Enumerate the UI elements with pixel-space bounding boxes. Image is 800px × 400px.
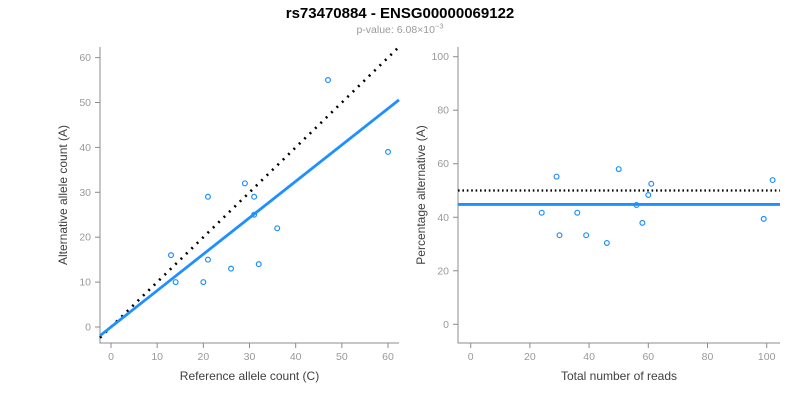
- y-tick-label: 40: [437, 212, 449, 224]
- x-tick-label: 0: [468, 351, 474, 363]
- p-value-mantissa: 6.08: [396, 24, 418, 36]
- y-tick-label: 30: [79, 187, 91, 199]
- y-tick-label: 50: [79, 97, 91, 109]
- data-point: [633, 201, 640, 208]
- right-scatter-plot: 0 20 40 60 80 100 0 20 40 60 80 100 Total number of …: [414, 47, 780, 383]
- y-tick-label: 60: [437, 158, 449, 170]
- data-point: [385, 148, 392, 155]
- times-symbol: ×: [417, 24, 424, 36]
- data-point: [603, 239, 610, 246]
- data-point: [556, 232, 563, 239]
- y-tick-label: 60: [79, 52, 91, 64]
- data-point: [769, 177, 776, 184]
- x-tick-label: 20: [197, 351, 209, 363]
- data-point: [255, 261, 262, 268]
- x-tick-label: 0: [108, 351, 114, 363]
- x-tick-label: 100: [758, 351, 776, 363]
- data-point: [204, 256, 211, 263]
- data-point: [204, 193, 211, 200]
- x-axis-title: Reference allele count (C): [180, 369, 319, 383]
- data-point: [228, 265, 235, 272]
- x-tick-label: 40: [290, 351, 302, 363]
- data-point: [172, 279, 179, 286]
- x-tick-label: 20: [524, 351, 536, 363]
- p-value-label: p-value:: [356, 24, 397, 36]
- y-tick-label: 80: [437, 105, 449, 117]
- data-point: [241, 180, 248, 187]
- x-tick-label: 80: [702, 351, 714, 363]
- fit-line: [99, 98, 400, 337]
- chart-title: rs73470884 - ENSG00000069122: [285, 5, 515, 22]
- y-axis-title: Percentage alternative (A): [414, 125, 428, 264]
- data-point: [760, 215, 767, 222]
- x-tick-label: 30: [244, 351, 256, 363]
- y-tick-label: 10: [79, 277, 91, 289]
- x-tick-label: 60: [382, 351, 394, 363]
- data-point: [583, 232, 590, 239]
- y-tick-label: 0: [85, 322, 91, 334]
- x-tick-label: 10: [151, 351, 163, 363]
- chart-subtitle: p-value: 6.08×10−3: [0, 21, 800, 36]
- x-tick-label: 60: [642, 351, 654, 363]
- y-tick-label: 20: [79, 232, 91, 244]
- data-point: [274, 225, 281, 232]
- data-point: [645, 192, 652, 199]
- x-tick-label: 40: [583, 351, 595, 363]
- axis-lines: [99, 47, 399, 344]
- y-tick-label: 40: [79, 142, 91, 154]
- p-value-base: 10: [423, 24, 435, 36]
- identity-line: [99, 46, 400, 339]
- data-point: [553, 173, 560, 180]
- y-axis-title: Alternative allele count (A): [56, 125, 70, 265]
- data-point: [200, 279, 207, 286]
- left-scatter-plot: 0 10 20 30 40 50 60 0 10 20 30 40 50 60 Reference alle…: [56, 46, 400, 383]
- data-point: [574, 209, 581, 216]
- data-point: [615, 166, 622, 173]
- data-point: [324, 77, 331, 84]
- data-point: [639, 219, 646, 226]
- y-tick-label: 100: [431, 51, 449, 63]
- data-point: [648, 180, 655, 187]
- y-tick-label: 0: [443, 319, 449, 331]
- x-axis-title: Total number of reads: [561, 369, 677, 383]
- data-point: [251, 193, 258, 200]
- data-point: [251, 211, 258, 218]
- y-tick-label: 20: [437, 265, 449, 277]
- p-value-exponent: −3: [434, 21, 444, 31]
- data-point: [538, 209, 545, 216]
- data-point: [168, 252, 175, 259]
- axis-lines: [457, 47, 780, 344]
- x-tick-label: 50: [336, 351, 348, 363]
